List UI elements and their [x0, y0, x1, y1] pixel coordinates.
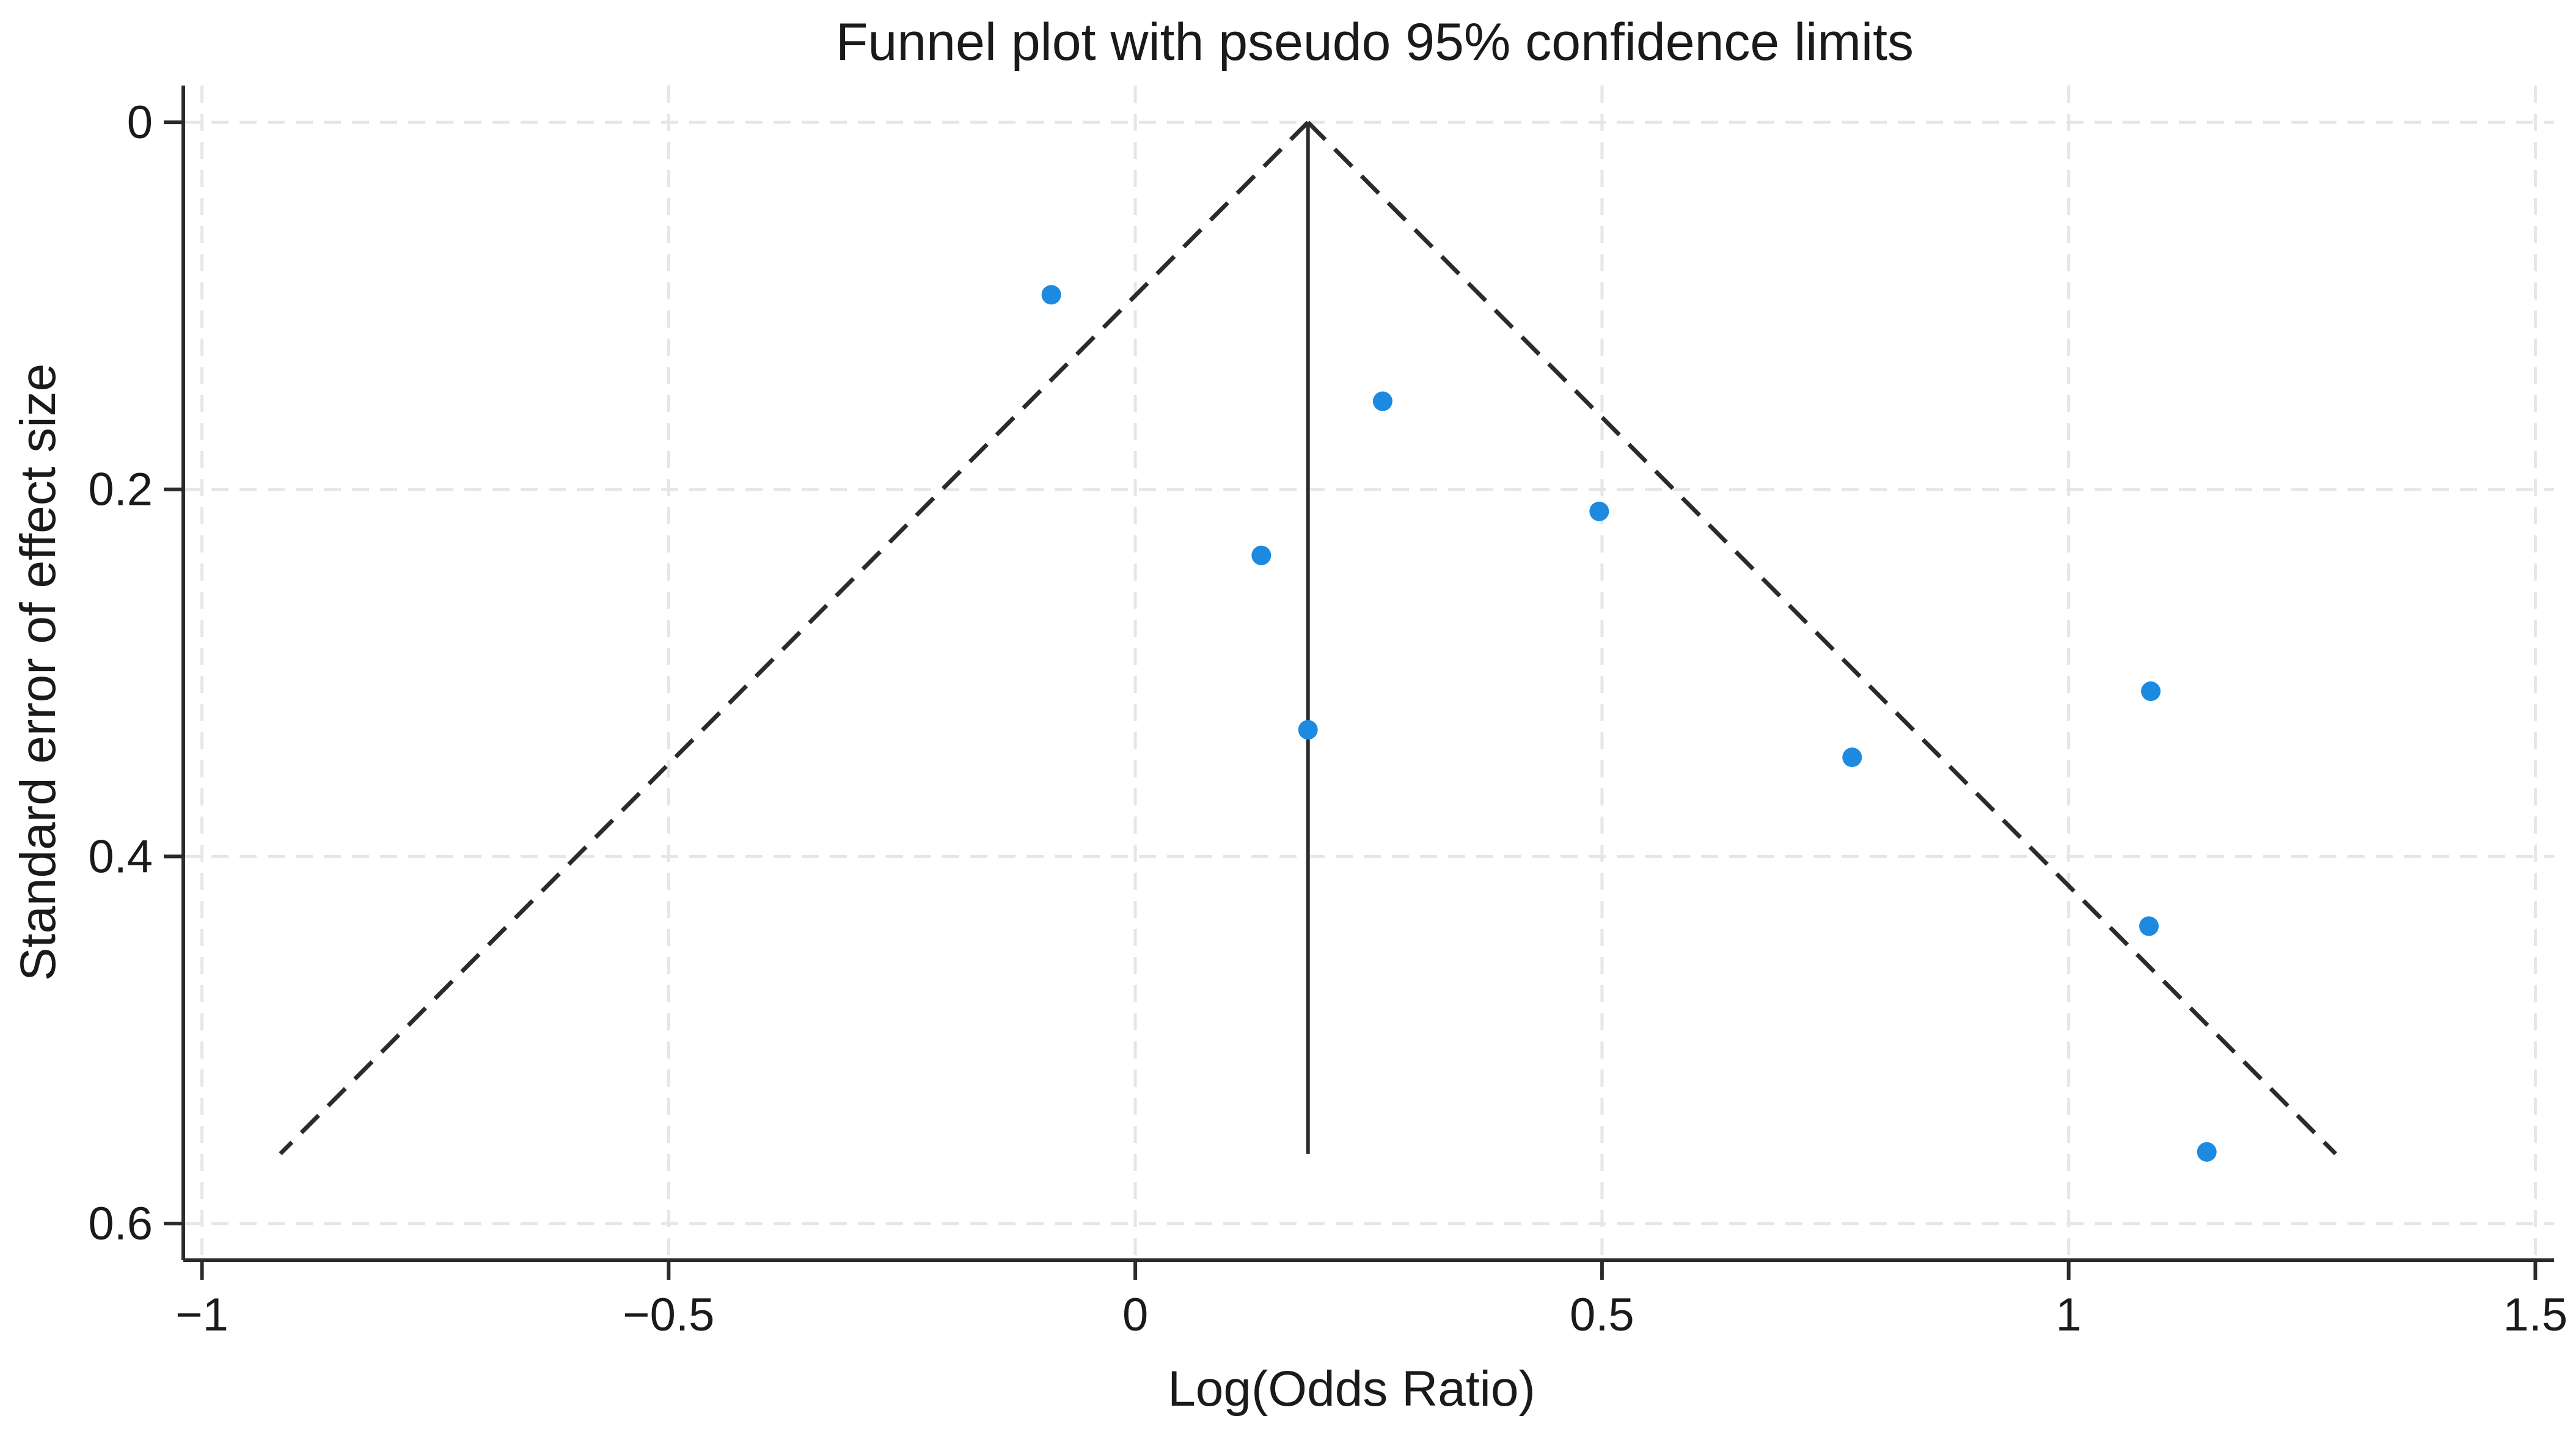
study-point-0	[1041, 285, 1061, 305]
y-tick-label-1: 0.2	[88, 464, 153, 516]
x-tick-label-0: −1	[175, 1289, 229, 1341]
y-tick-label-3: 0.6	[88, 1198, 153, 1250]
study-point-7	[2139, 916, 2159, 936]
study-point-6	[2141, 681, 2161, 702]
study-point-4	[1298, 720, 1318, 740]
study-point-2	[1251, 545, 1272, 565]
chart-title: Funnel plot with pseudo 95% confidence l…	[836, 13, 1914, 72]
confidence-limits	[279, 120, 2338, 1156]
study-point-1	[1372, 391, 1392, 411]
confidence-limit-lower-line	[279, 120, 1310, 1156]
x-tick-label-5: 1.5	[2503, 1289, 2568, 1341]
x-axis-label: Log(Odds Ratio)	[1168, 1361, 1535, 1417]
study-point-5	[1842, 747, 1862, 768]
study-point-3	[1589, 501, 1609, 521]
x-tick-label-1: −0.5	[623, 1289, 714, 1341]
y-axis-label: Standard error of effect size	[10, 364, 66, 981]
y-tick-label-0: 0	[127, 97, 153, 149]
confidence-limit-upper-line	[1306, 120, 2338, 1156]
axes: −1 −0.5 0 0.5 1 1.5 0 0.2 0.4 0.6	[88, 86, 2567, 1341]
study-point-8	[2197, 1142, 2217, 1162]
grid-lines	[183, 86, 2554, 1260]
x-tick-label-2: 0	[1122, 1289, 1148, 1341]
x-tick-label-4: 1	[2056, 1289, 2082, 1341]
study-points	[1041, 285, 2217, 1162]
y-tick-label-2: 0.4	[88, 831, 153, 883]
x-tick-label-3: 0.5	[1570, 1289, 1634, 1341]
